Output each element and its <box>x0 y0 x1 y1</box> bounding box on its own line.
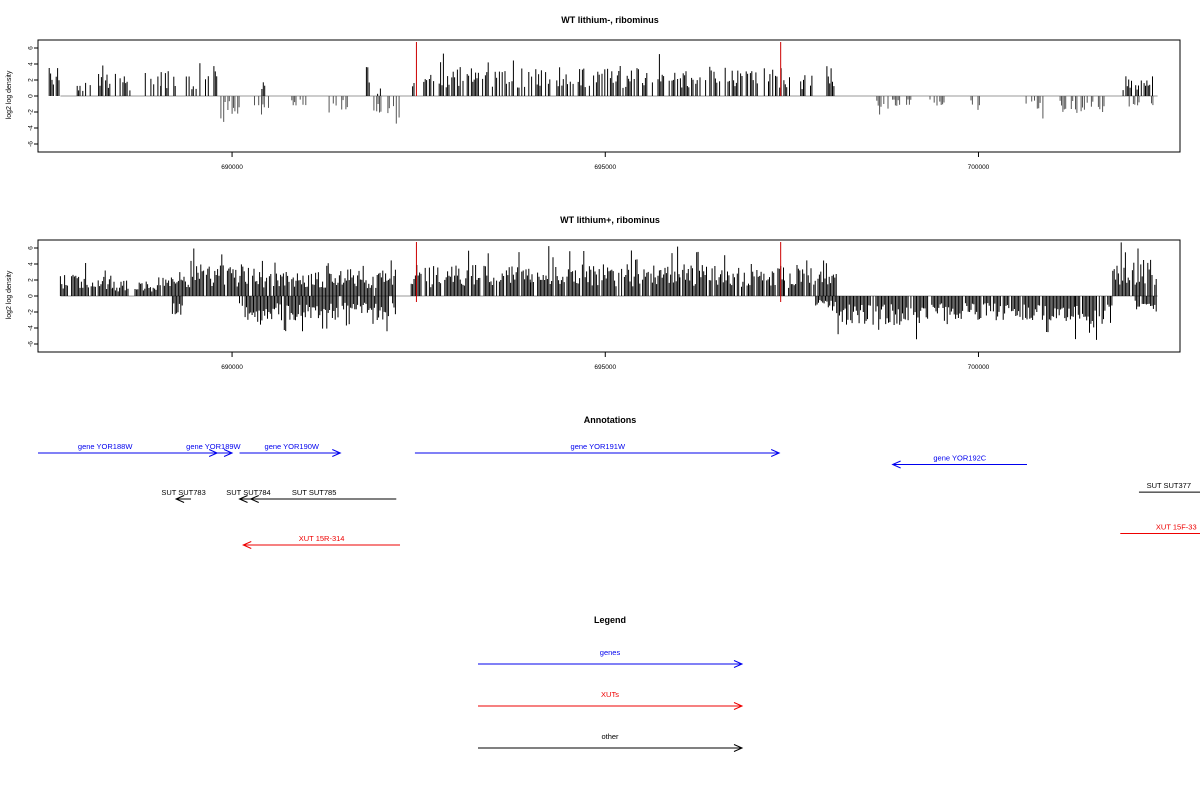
legend-item-label: genes <box>600 648 621 657</box>
y-tick-label: 2 <box>28 278 35 282</box>
legend-title: Legend <box>594 615 626 625</box>
feature-gene: gene YOR190W <box>239 442 342 457</box>
arrow-head <box>733 744 744 752</box>
arrow-head <box>238 495 248 503</box>
coverage-bars <box>59 242 1157 340</box>
y-tick-label: -2 <box>28 309 35 315</box>
arrow-head <box>770 449 781 457</box>
feature-other: SUT SUT785 <box>249 488 397 503</box>
panel-title: WT lithium-, ribominus <box>561 15 659 25</box>
y-tick-label: -2 <box>28 109 35 115</box>
x-tick-label: 695000 <box>594 164 616 171</box>
feature-label: gene YOR190W <box>265 442 320 451</box>
feature-other: SUT SUT377 <box>1138 481 1200 493</box>
feature-other: SUT SUT783 <box>161 488 206 503</box>
x-tick-label: 690000 <box>221 164 243 171</box>
arrow-head <box>249 495 259 503</box>
x-tick-label: 700000 <box>968 364 990 371</box>
legend-item-xut: XUTs <box>478 690 744 710</box>
arrow-head <box>891 460 901 469</box>
feature-xut: XUT 15F-33 <box>1120 523 1200 534</box>
arrow-head <box>332 449 342 457</box>
annotation-track: Annotations gene YOR188W gene YOR189W gene… <box>38 415 1200 549</box>
y-tick-label: 0 <box>28 94 35 98</box>
y-tick-label: 0 <box>28 294 35 298</box>
coverage-panel-lithium-minus: WT lithium-, ribominus log2 log density … <box>6 15 1181 171</box>
arrow-head <box>733 660 744 668</box>
feature-label: XUT 15F-33 <box>1156 523 1197 532</box>
feature-label: XUT 15R-314 <box>299 534 345 543</box>
feature-label: SUT SUT377 <box>1147 481 1191 490</box>
feature-label: gene YOR191W <box>571 442 626 451</box>
annotations-title: Annotations <box>584 415 637 425</box>
y-axis-label: log2 log density <box>6 270 13 319</box>
feature-other: SUT SUT784 <box>226 488 271 503</box>
coverage-bars <box>48 53 1154 124</box>
feature-gene: gene YOR192C <box>891 454 1027 469</box>
legend-item-label: other <box>601 732 619 741</box>
feature-label: SUT SUT783 <box>161 488 205 497</box>
arrow-head <box>733 702 744 710</box>
x-tick-label: 700000 <box>968 164 990 171</box>
y-tick-label: -4 <box>28 125 35 131</box>
y-tick-label: -6 <box>28 341 35 347</box>
feature-label: gene YOR192C <box>933 454 986 463</box>
y-tick-label: 4 <box>28 262 35 266</box>
arrow-head <box>242 541 252 549</box>
coverage-panel-lithium-plus: WT lithium+, ribominus log2 log density … <box>6 215 1181 371</box>
feature-label: gene YOR189W <box>186 442 241 451</box>
y-tick-label: 2 <box>28 78 35 82</box>
feature-gene: gene YOR189W <box>186 442 242 457</box>
legend-item-label: XUTs <box>601 690 619 699</box>
feature-label: gene YOR188W <box>78 442 133 451</box>
legend: Legend genes XUTs other <box>478 615 744 752</box>
x-tick-label: 695000 <box>594 364 616 371</box>
feature-gene: gene YOR191W <box>414 442 781 457</box>
panel-title: WT lithium+, ribominus <box>560 215 660 225</box>
y-tick-label: -6 <box>28 141 35 147</box>
arrow-head <box>223 449 234 457</box>
arrow-head <box>174 495 185 503</box>
legend-item-gene: genes <box>478 648 744 668</box>
feature-label: SUT SUT785 <box>292 488 336 497</box>
y-tick-label: 6 <box>28 46 35 50</box>
legend-item-other: other <box>478 732 744 752</box>
y-tick-label: 4 <box>28 62 35 66</box>
y-tick-label: 6 <box>28 246 35 250</box>
y-axis-label: log2 log density <box>6 70 13 119</box>
feature-xut: XUT 15R-314 <box>242 534 401 549</box>
feature-label: SUT SUT784 <box>226 488 270 497</box>
x-tick-label: 690000 <box>221 364 243 371</box>
y-tick-label: -4 <box>28 325 35 331</box>
